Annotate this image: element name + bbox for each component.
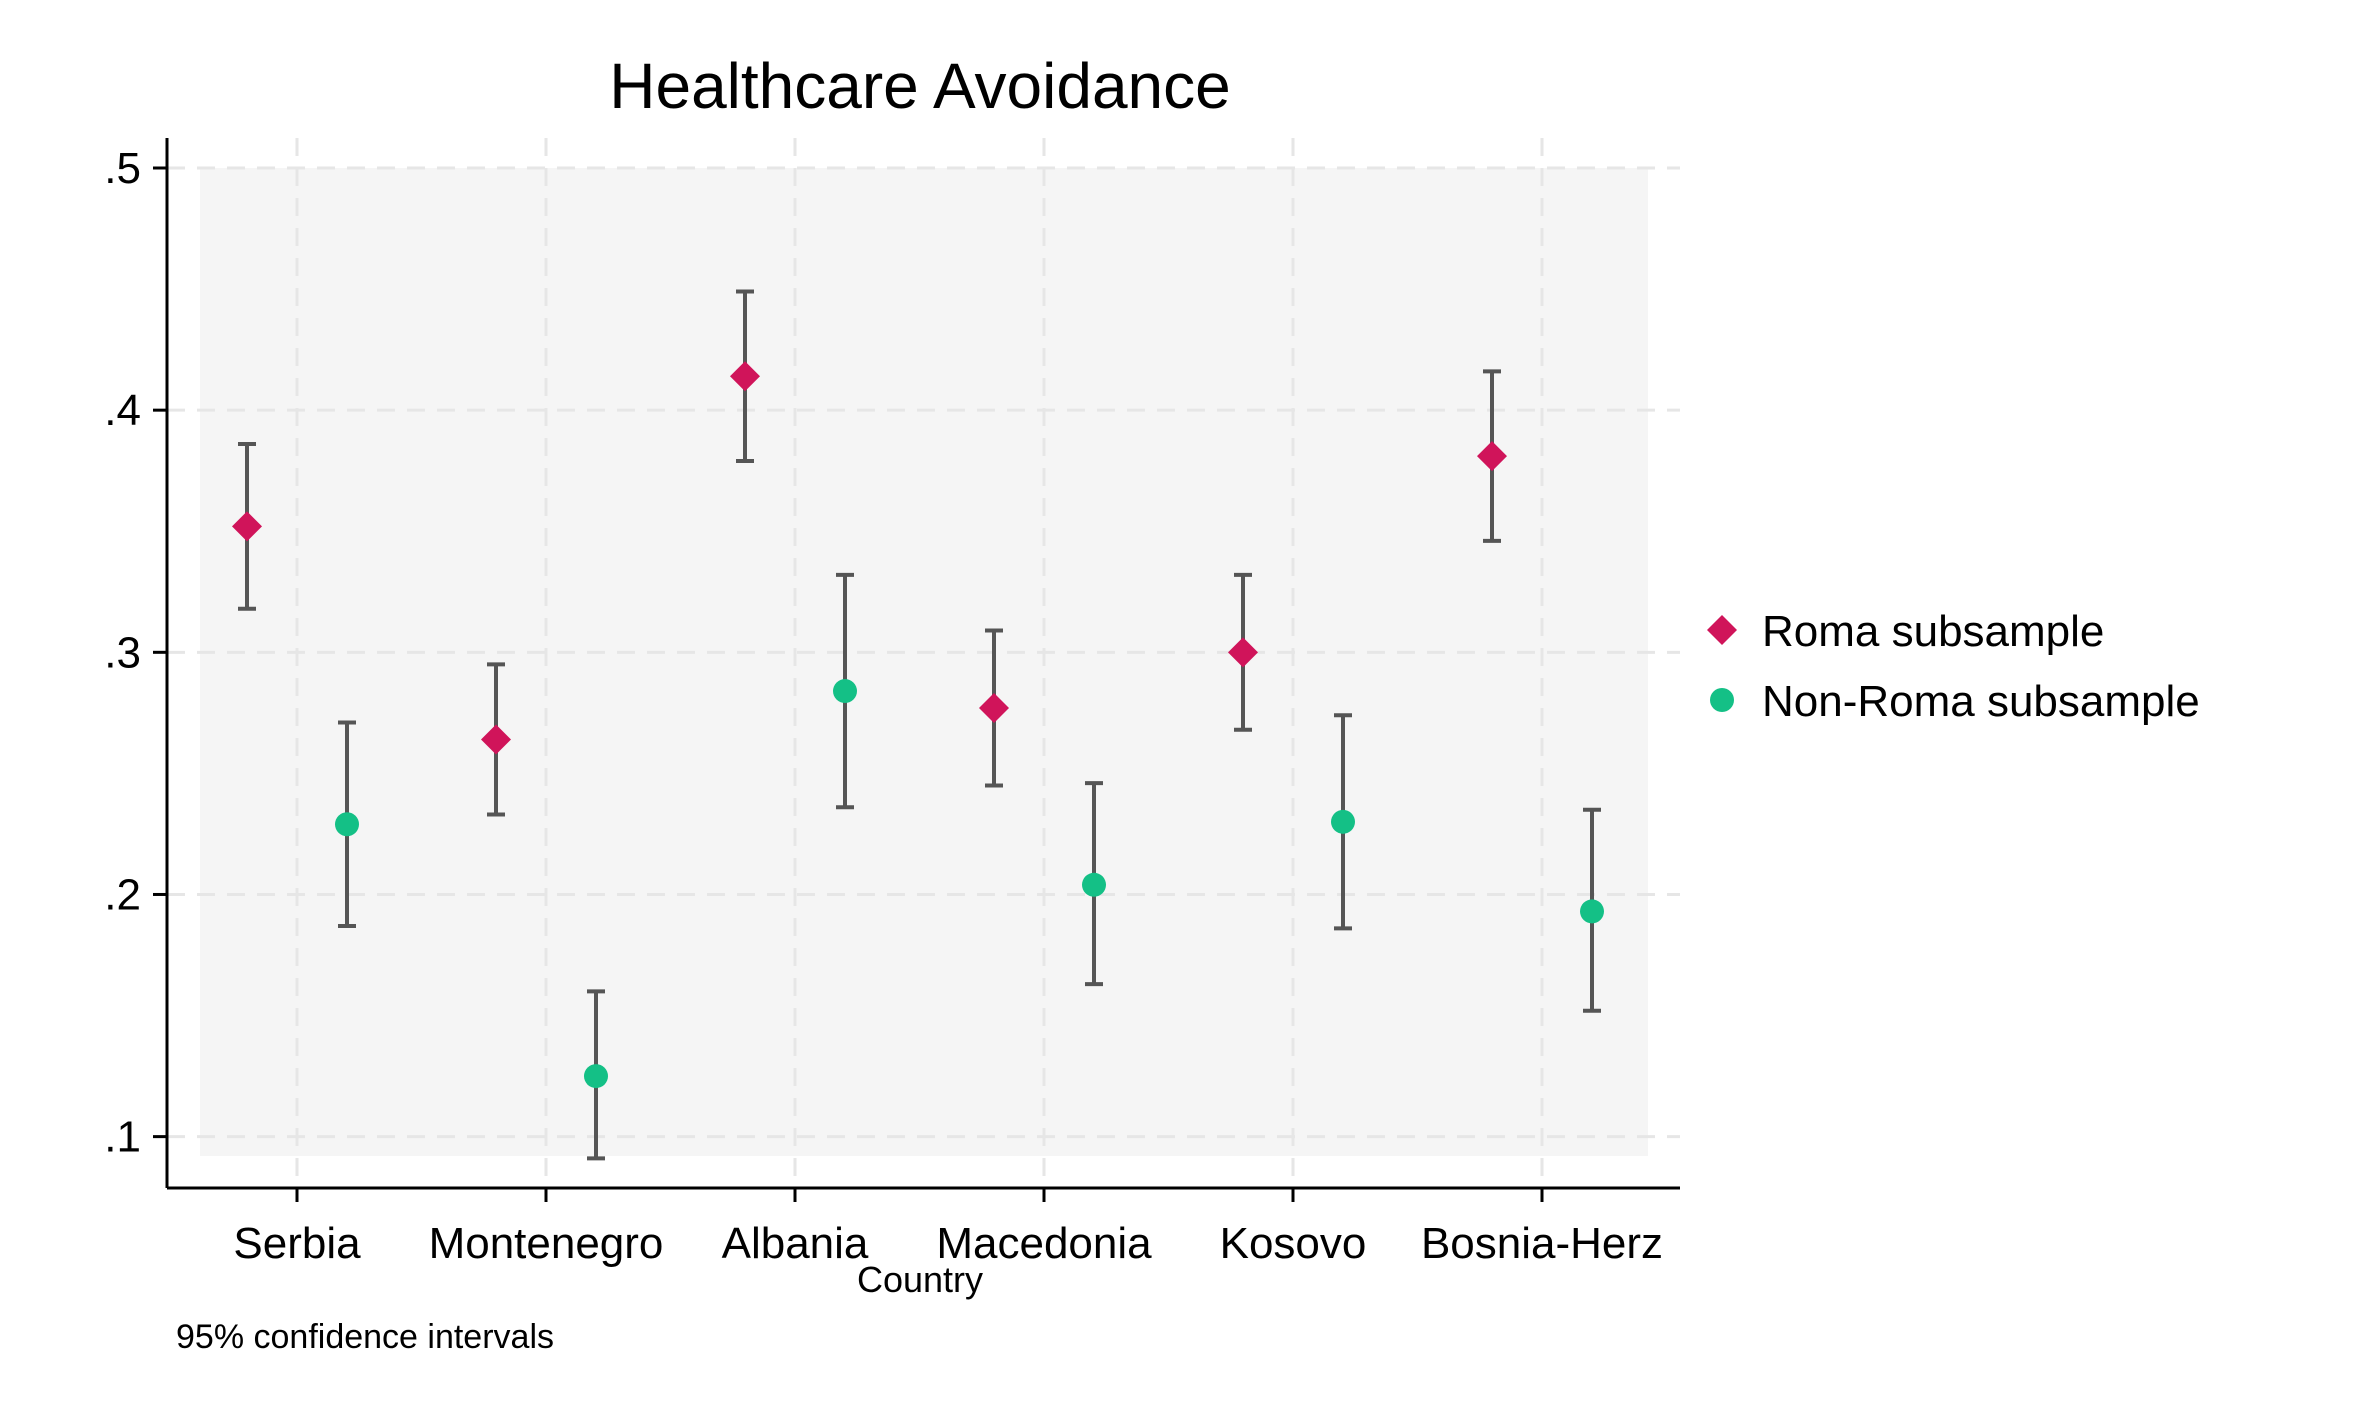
- x-tick-label: Albania: [722, 1219, 869, 1268]
- non-roma-point: [335, 812, 359, 837]
- legend: Roma subsample Non-Roma subsample: [1707, 607, 2200, 726]
- non-roma-point: [1082, 872, 1106, 897]
- roma-point: [481, 724, 511, 755]
- x-tick-label: Montenegro: [429, 1219, 664, 1268]
- non-roma-point: [1580, 899, 1604, 924]
- roma-point: [1228, 637, 1258, 668]
- y-tick-label: .2: [104, 870, 141, 919]
- chart-title: Healthcare Avoidance: [609, 50, 1230, 122]
- non-roma-point: [584, 1064, 608, 1089]
- x-tick-label: Serbia: [233, 1219, 361, 1268]
- plot-background: [200, 168, 1648, 1156]
- non-roma-point: [833, 679, 857, 704]
- roma-point: [979, 693, 1009, 724]
- error-bar-layer: [238, 289, 1601, 1161]
- non-roma-point: [1331, 809, 1355, 834]
- y-tick-label: .1: [104, 1113, 141, 1162]
- x-axis-label: Country: [857, 1259, 983, 1300]
- legend-label-roma: Roma subsample: [1762, 607, 2104, 656]
- roma-point: [730, 361, 760, 392]
- marker-layer: [232, 361, 1604, 1089]
- legend-marker-roma: [1707, 615, 1737, 645]
- chart-note: 95% confidence intervals: [176, 1318, 554, 1356]
- y-tick-label: .5: [104, 144, 141, 193]
- axes-layer: .1 .2 .3 .4 .5 Serbia Montenegro Albania Macedon…: [104, 138, 1680, 1268]
- roma-point: [1477, 441, 1507, 472]
- legend-marker-non-roma: [1710, 688, 1734, 712]
- y-tick-label: .3: [104, 628, 141, 677]
- grid-layer: [167, 138, 1680, 1188]
- x-tick-label: Bosnia-Herz: [1421, 1219, 1663, 1268]
- x-tick-label: Macedonia: [936, 1219, 1152, 1268]
- legend-label-non-roma: Non-Roma subsample: [1762, 677, 2200, 726]
- y-tick-label: .4: [104, 386, 141, 435]
- x-tick-label: Kosovo: [1220, 1219, 1367, 1268]
- roma-point: [232, 511, 262, 542]
